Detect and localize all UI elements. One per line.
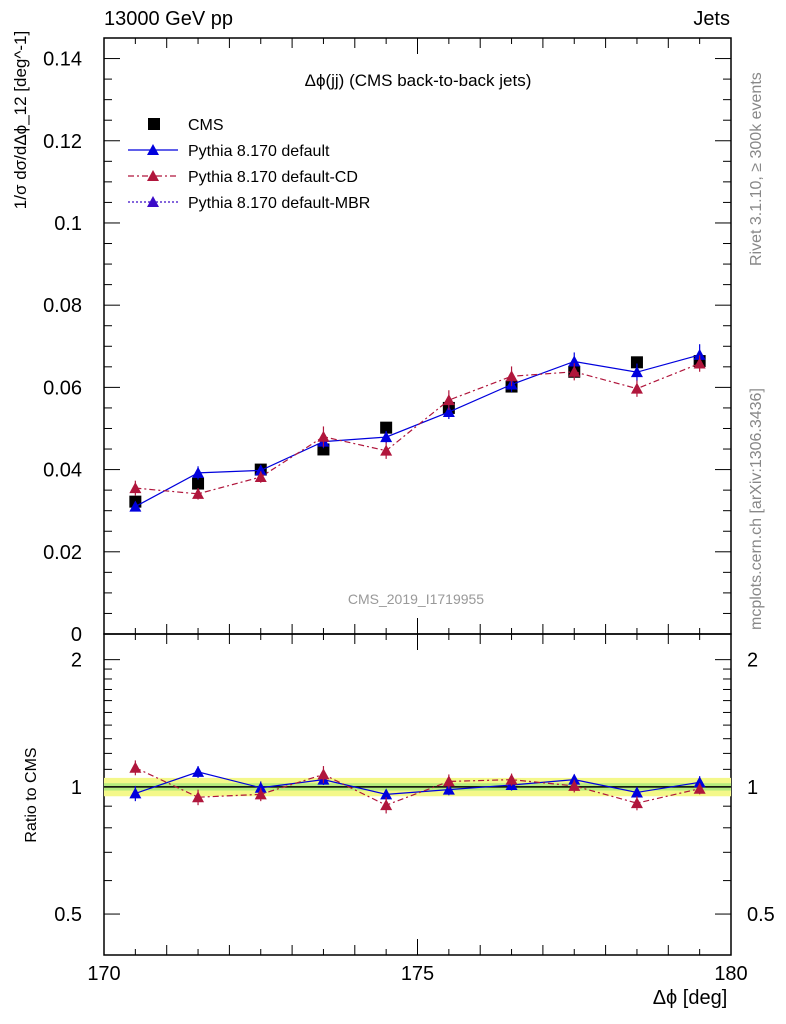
ratio-point-triangle [317,768,330,780]
ratio-line-pythia-8-170-default [135,771,700,795]
ratio-point-triangle [380,799,393,811]
y-tick-label: 0.06 [43,377,82,399]
x-tick-label: 175 [401,963,434,985]
legend-marker-triangle [147,170,159,181]
ratio-point-triangle [192,765,205,777]
mcplots-reference-label: mcplots.cern.ch [arXiv:1306.3436] [748,388,765,630]
series-line-pythia-8-170-default [135,354,700,508]
ratio-point-triangle [568,773,581,785]
data-point-triangle [192,466,205,478]
ratio-point-triangle [380,788,393,800]
data-point-triangle [630,382,643,394]
data-point-triangle [380,444,393,456]
ratio-point-triangle [630,786,643,798]
ratio-point-triangle [192,791,205,803]
series-line-pythia-8-170-default-cd [135,362,700,495]
ratio-point-triangle [254,781,267,793]
legend-entry-label: Pythia 8.170 default [188,143,330,160]
data-point-triangle [129,482,142,494]
ratio-point-triangle [254,788,267,800]
ratio-point-triangle [442,783,455,795]
data-point-triangle [630,366,643,378]
ratio-y-axis-title: Ratio to CMS [23,747,40,842]
data-point-cms [192,477,205,490]
data-point-triangle [442,406,455,418]
data-point-triangle [442,394,455,406]
legend-marker-cms [148,118,160,130]
y-tick-label: 0.12 [43,131,82,153]
ratio-y-tick-label-right: 1 [747,777,758,799]
data-point-triangle [192,487,205,499]
ratio-point-triangle [505,773,518,785]
header-category: Jets [693,8,730,30]
ratio-point-triangle [129,761,142,773]
y-tick-label: 0.1 [54,213,82,235]
y-tick-label: 0 [71,624,82,646]
ratio-y-tick-label: 2 [71,650,82,672]
data-point-triangle [380,431,393,443]
data-point-triangle [693,348,706,360]
data-point-triangle [693,357,706,369]
data-point-cms [380,421,393,434]
data-point-triangle [129,500,142,512]
ratio-point-triangle [630,797,643,809]
data-point-triangle [505,370,518,382]
legend-marker-triangle [147,196,159,207]
x-tick-label: 170 [87,963,120,985]
ratio-y-tick-label: 0.5 [54,904,82,926]
y-tick-label: 0.04 [43,460,82,482]
legend-entry-label: Pythia 8.170 default-MBR [188,195,370,212]
data-point-cms [630,356,643,369]
y-tick-label: 0.02 [43,542,82,564]
ratio-point-triangle [693,776,706,788]
legend-entry-label: Pythia 8.170 default-CD [188,169,358,186]
x-tick-label: 180 [714,963,747,985]
ratio-line-pythia-8-170-default-cd [135,767,700,806]
analysis-watermark: CMS_2019_I1719955 [348,591,484,607]
rivet-version-label: Rivet 3.1.10, ≥ 300k events [748,72,765,266]
ratio-y-tick-label-right: 0.5 [747,904,775,926]
legend-marker-triangle [147,144,159,155]
data-point-triangle [254,464,267,476]
ratio-point-triangle [568,779,581,791]
y-axis-title: 1/σ dσ/dΔϕ_12 [deg^-1] [11,31,30,209]
ratio-y-tick-label-right: 2 [747,650,758,672]
ratio-point-triangle [693,782,706,794]
data-point-triangle [568,365,581,377]
x-axis-title: Δϕ [deg] [653,987,728,1009]
data-point-triangle [568,355,581,367]
data-point-triangle [254,470,267,482]
ratio-y-tick-label: 1 [71,777,82,799]
ratio-point-triangle [442,775,455,787]
y-tick-label: 0.14 [43,49,82,71]
header-process: 13000 GeV pp [104,8,233,30]
data-point-triangle [317,430,330,442]
legend-entry-label: CMS [188,117,224,134]
plot-title: Δϕ(jj) (CMS back-to-back jets) [305,71,532,90]
y-tick-label: 0.08 [43,295,82,317]
ratio-point-triangle [129,787,142,799]
